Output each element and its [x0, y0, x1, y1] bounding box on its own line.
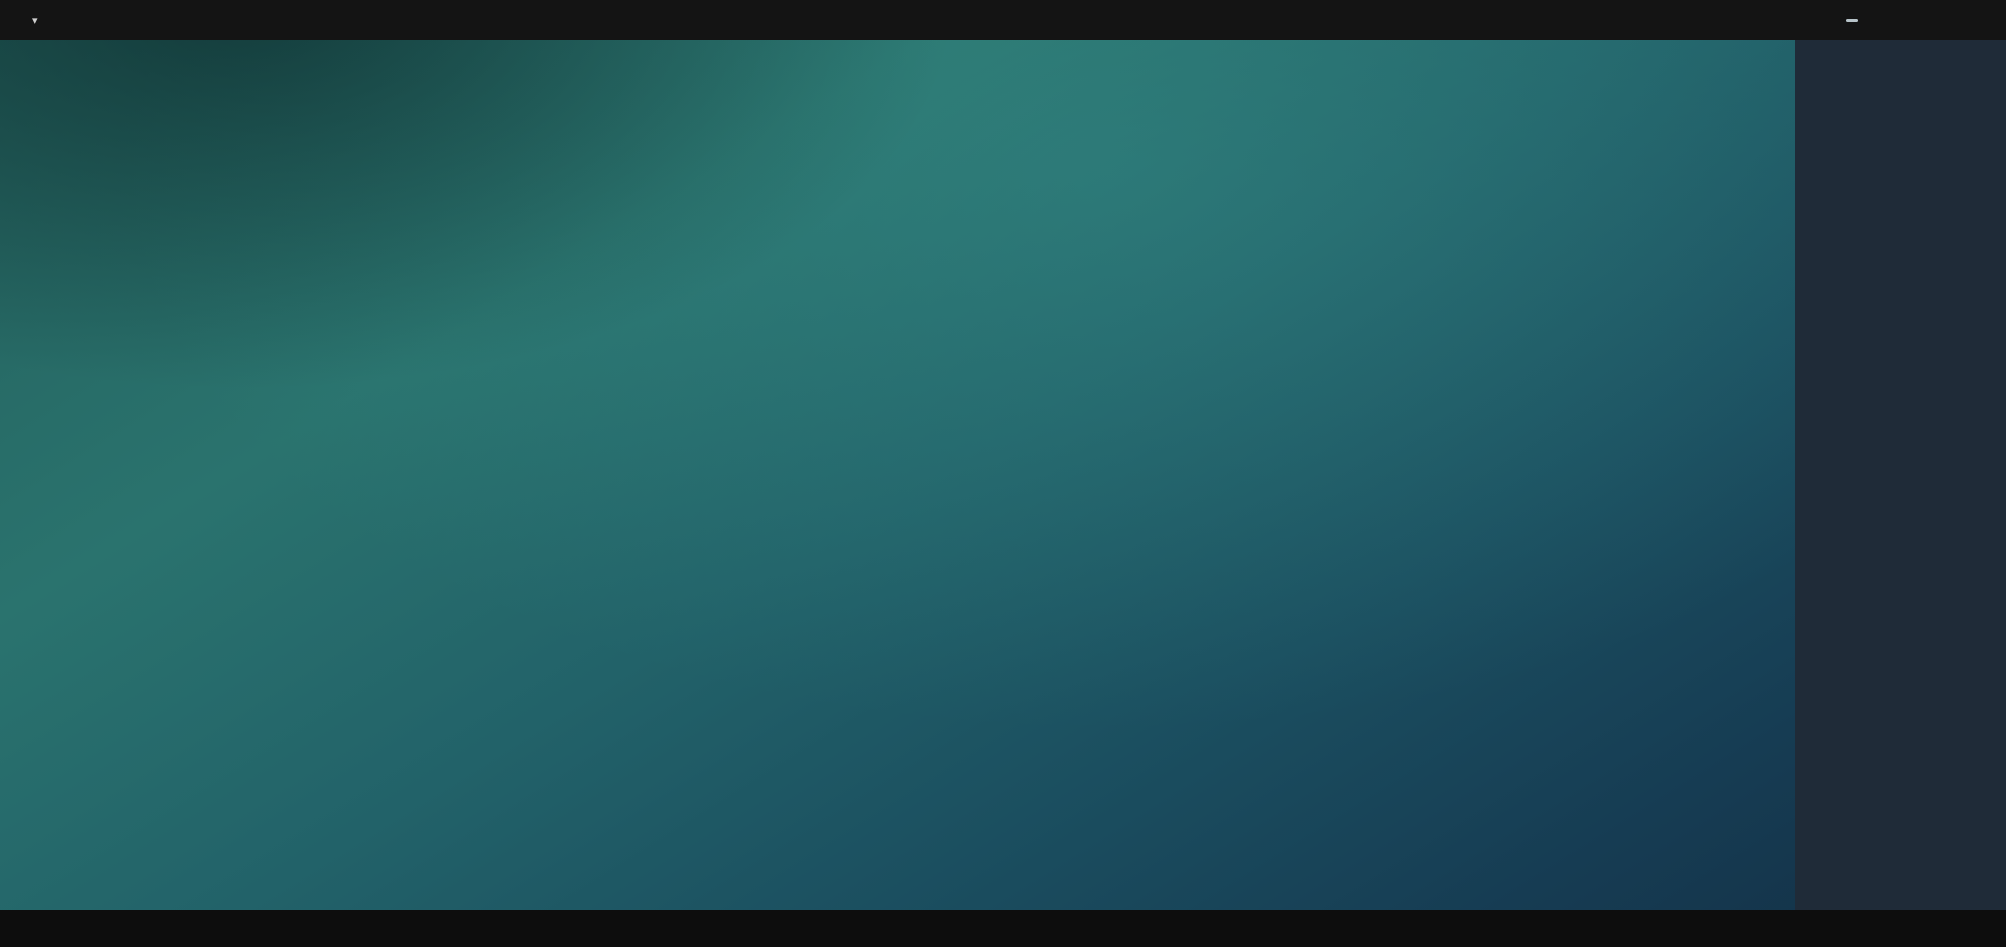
- dashboard-main: [0, 40, 1795, 911]
- iowait-note: [56, 346, 1575, 366]
- brand-menu[interactable]: ▾: [14, 14, 38, 27]
- gauges-row: [0, 75, 1795, 320]
- softirq-note: [56, 369, 1575, 389]
- iowait-sparkline[interactable]: [62, 349, 487, 365]
- cpu-chart-canvas[interactable]: [50, 410, 1600, 540]
- top-header: ▾: [0, 0, 2006, 40]
- cpu-section: [0, 346, 1795, 555]
- sidebar: [1795, 40, 2006, 947]
- softirq-sparkline[interactable]: [62, 372, 562, 388]
- alarms-count-badge: [1846, 18, 1858, 22]
- load-chart: [50, 581, 1785, 716]
- load-chart-canvas[interactable]: [50, 596, 1600, 708]
- cpu-chart: [50, 395, 1785, 555]
- caret-down-icon: ▾: [32, 14, 38, 27]
- load-section: [0, 581, 1795, 716]
- signup-footer: [0, 910, 2006, 947]
- alarms-button[interactable]: [1834, 18, 1858, 22]
- header-nav: [1799, 18, 1992, 22]
